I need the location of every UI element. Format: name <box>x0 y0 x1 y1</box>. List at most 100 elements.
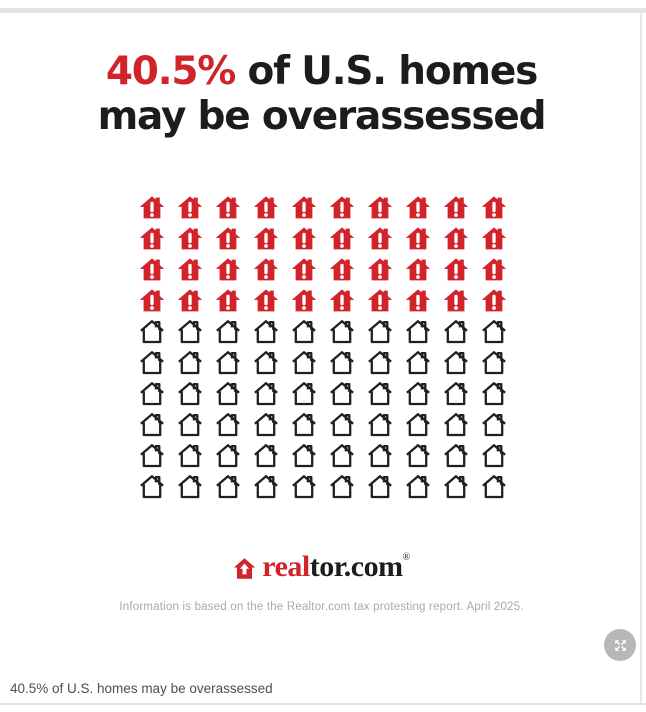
house-icon-overassessed <box>209 192 247 223</box>
house-icon-outline <box>133 347 171 378</box>
house-icon-outline <box>247 378 285 409</box>
pictogram-grid <box>133 192 513 502</box>
house-icon-overassessed <box>399 285 437 316</box>
house-icon-outline <box>361 378 399 409</box>
house-icon-outline <box>399 409 437 440</box>
house-icon-outline <box>475 347 513 378</box>
realtor-logo-text: realtor.com® <box>262 550 411 584</box>
realtor-logo: realtor.com® <box>0 549 643 585</box>
house-icon-overassessed <box>399 192 437 223</box>
house-icon-outline <box>171 471 209 502</box>
house-icon-overassessed <box>361 192 399 223</box>
house-icon-outline <box>437 316 475 347</box>
house-icon-outline <box>361 409 399 440</box>
house-icon-outline <box>323 409 361 440</box>
expand-button[interactable] <box>604 629 636 661</box>
house-icon-overassessed <box>133 254 171 285</box>
house-icon-outline <box>247 409 285 440</box>
house-icon-overassessed <box>437 223 475 254</box>
house-icon-outline <box>361 316 399 347</box>
house-icon-overassessed <box>171 285 209 316</box>
house-icon-outline <box>133 316 171 347</box>
house-icon-overassessed <box>247 285 285 316</box>
realtor-house-logo-icon <box>234 557 256 579</box>
house-icon-outline <box>209 471 247 502</box>
house-icon-overassessed <box>437 192 475 223</box>
house-icon-outline <box>323 316 361 347</box>
house-icon-overassessed <box>133 223 171 254</box>
house-icon-overassessed <box>323 285 361 316</box>
house-icon-overassessed <box>437 285 475 316</box>
house-icon-outline <box>437 440 475 471</box>
house-icon-overassessed <box>475 254 513 285</box>
house-icon-outline <box>475 440 513 471</box>
title-line-2: may be overassessed <box>97 93 547 139</box>
title-percentage: 40.5% <box>105 49 237 94</box>
house-icon-outline <box>285 347 323 378</box>
house-icon-outline <box>247 471 285 502</box>
house-icon-overassessed <box>437 254 475 285</box>
house-icon-outline <box>247 316 285 347</box>
house-icon-overassessed <box>323 254 361 285</box>
house-icon-overassessed <box>285 223 323 254</box>
house-icon-overassessed <box>247 192 285 223</box>
house-icon-outline <box>171 347 209 378</box>
house-icon-outline <box>209 409 247 440</box>
house-icon-overassessed <box>361 223 399 254</box>
logo-text-torcom: tor.com <box>309 550 403 583</box>
house-icon-outline <box>437 378 475 409</box>
house-icon-outline <box>209 440 247 471</box>
house-icon-outline <box>247 440 285 471</box>
house-icon-outline <box>361 471 399 502</box>
house-icon-outline <box>399 471 437 502</box>
house-icon-outline <box>475 409 513 440</box>
house-icon-outline <box>323 440 361 471</box>
house-icon-outline <box>475 378 513 409</box>
house-icon-outline <box>285 409 323 440</box>
house-icon-overassessed <box>399 254 437 285</box>
house-icon-overassessed <box>285 192 323 223</box>
house-icon-overassessed <box>171 223 209 254</box>
frame-bottom-border <box>0 703 646 705</box>
house-icon-outline <box>209 347 247 378</box>
house-icon-outline <box>171 440 209 471</box>
house-icon-outline <box>171 316 209 347</box>
house-icon-outline <box>209 378 247 409</box>
house-icon-outline <box>133 471 171 502</box>
house-icon-outline <box>437 471 475 502</box>
house-icon-outline <box>323 471 361 502</box>
house-icon-outline <box>399 347 437 378</box>
infographic-title: 40.5% of U.S. homes may be overassessed <box>0 49 643 140</box>
house-icon-outline <box>209 316 247 347</box>
house-icon-outline <box>437 409 475 440</box>
house-icon-overassessed <box>209 254 247 285</box>
house-icon-overassessed <box>209 223 247 254</box>
house-icon-overassessed <box>171 192 209 223</box>
house-icon-outline <box>361 347 399 378</box>
source-note: Information is based on the the Realtor.… <box>119 601 524 613</box>
house-icon-overassessed <box>361 285 399 316</box>
house-icon-outline <box>285 316 323 347</box>
logo-text-real: real <box>262 550 310 583</box>
expand-arrows-icon <box>614 639 626 651</box>
house-icon-outline <box>361 440 399 471</box>
house-icon-outline <box>399 440 437 471</box>
frame-top-bar <box>0 8 646 13</box>
frame-right-border <box>640 8 642 705</box>
house-icon-outline <box>133 409 171 440</box>
house-icon-outline <box>247 347 285 378</box>
house-icon-overassessed <box>285 285 323 316</box>
title-line1-rest: of U.S. homes <box>235 49 539 94</box>
house-icon-overassessed <box>475 223 513 254</box>
house-icon-outline <box>171 378 209 409</box>
house-icon-outline <box>285 440 323 471</box>
house-icon-outline <box>475 316 513 347</box>
house-icon-outline <box>133 378 171 409</box>
house-icon-overassessed <box>247 254 285 285</box>
house-icon-outline <box>133 440 171 471</box>
logo-trademark: ® <box>402 552 411 563</box>
house-icon-outline <box>437 347 475 378</box>
house-icon-overassessed <box>171 254 209 285</box>
house-icon-overassessed <box>399 223 437 254</box>
